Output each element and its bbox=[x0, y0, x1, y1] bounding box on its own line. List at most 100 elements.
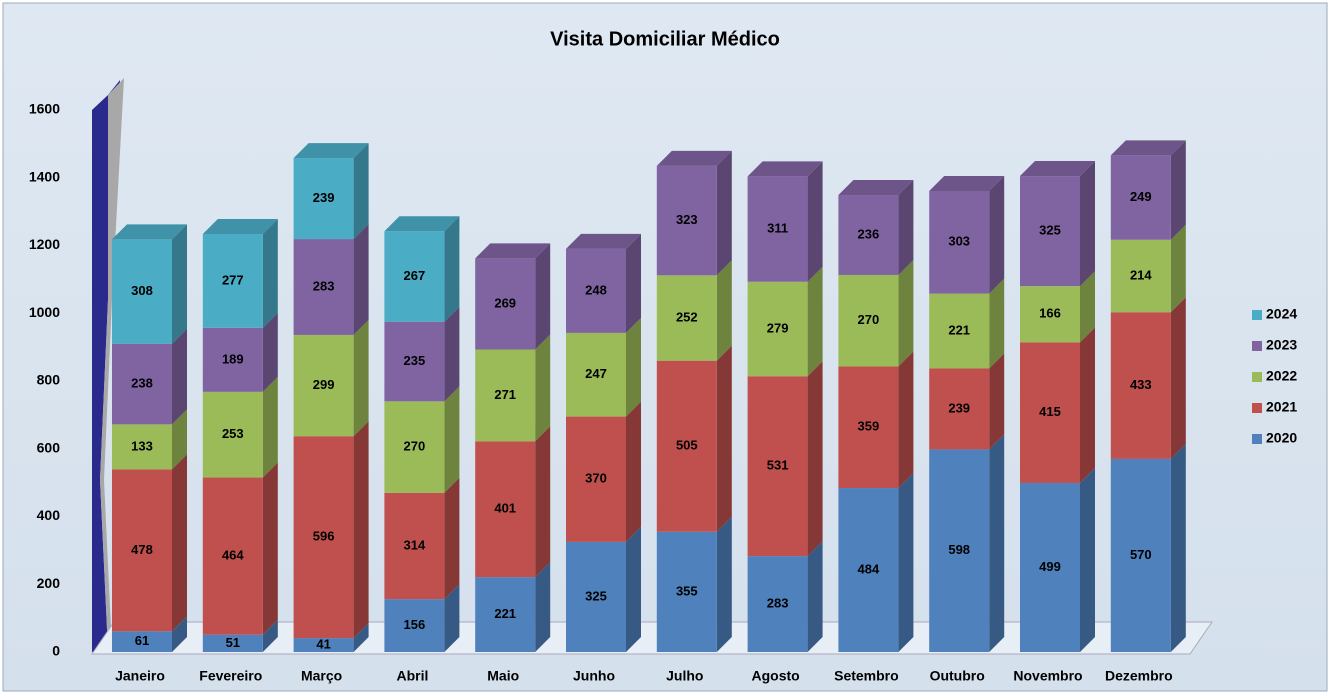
x-tick-label: Abril bbox=[396, 668, 428, 684]
value-label: 221 bbox=[494, 606, 516, 621]
bar-segment bbox=[1110, 312, 1171, 459]
bar-side bbox=[1080, 161, 1095, 287]
value-label: 248 bbox=[585, 282, 607, 297]
legend-label: 2024 bbox=[1266, 306, 1297, 322]
value-label: 235 bbox=[404, 353, 426, 368]
value-label: 283 bbox=[313, 278, 335, 293]
value-label: 499 bbox=[1039, 559, 1061, 574]
x-tick-label: Setembro bbox=[834, 668, 899, 684]
value-label: 239 bbox=[948, 400, 970, 415]
bar-side bbox=[716, 260, 732, 361]
legend-label: 2023 bbox=[1266, 337, 1297, 353]
value-label: 355 bbox=[676, 583, 698, 598]
bar-segment bbox=[293, 436, 354, 639]
bar-side bbox=[172, 409, 187, 470]
bar-segment bbox=[838, 274, 899, 367]
bar-side bbox=[535, 334, 551, 442]
y-tick-label: 0 bbox=[52, 643, 60, 659]
bar-side bbox=[444, 477, 460, 600]
bar-segment bbox=[384, 231, 445, 322]
legend-swatch bbox=[1252, 341, 1262, 351]
bar-side bbox=[444, 306, 460, 402]
bar-segment bbox=[202, 233, 263, 328]
legend-label: 2021 bbox=[1266, 399, 1297, 415]
y-tick-label: 1200 bbox=[29, 236, 60, 252]
bar-side bbox=[262, 312, 278, 392]
bar-side bbox=[807, 161, 823, 282]
bar-segment bbox=[202, 391, 263, 478]
value-label: 433 bbox=[1130, 377, 1152, 392]
legend-label: 2022 bbox=[1266, 368, 1297, 384]
y-tick-label: 1600 bbox=[29, 101, 60, 117]
value-label: 279 bbox=[767, 320, 789, 335]
bar-side bbox=[989, 353, 1005, 450]
bar-side bbox=[353, 319, 369, 437]
bar-segment bbox=[838, 366, 899, 489]
value-label: 359 bbox=[858, 419, 880, 434]
bar-side bbox=[172, 328, 187, 425]
bar-segment bbox=[384, 401, 445, 493]
bar-top bbox=[384, 216, 460, 232]
value-label: 370 bbox=[585, 471, 607, 486]
bar-segment bbox=[293, 158, 354, 240]
bar-segment bbox=[475, 577, 536, 652]
value-label: 299 bbox=[313, 377, 335, 392]
value-label: 51 bbox=[226, 635, 240, 650]
bar-segment bbox=[656, 531, 717, 652]
bar-side bbox=[1080, 271, 1095, 343]
value-label: 283 bbox=[767, 596, 789, 611]
bar-segment bbox=[929, 293, 990, 369]
value-label: 277 bbox=[222, 272, 244, 287]
value-label: 311 bbox=[767, 221, 788, 236]
bar-side bbox=[262, 218, 278, 328]
bar-segment bbox=[929, 190, 990, 294]
value-label: 236 bbox=[858, 226, 880, 241]
bar-segment bbox=[656, 275, 717, 361]
value-label: 415 bbox=[1039, 404, 1061, 419]
bar-side bbox=[444, 584, 460, 652]
y-tick-label: 400 bbox=[37, 507, 61, 523]
legend-swatch bbox=[1252, 434, 1262, 444]
y-tick-label: 200 bbox=[37, 575, 61, 591]
bar-top bbox=[112, 224, 187, 240]
value-label: 166 bbox=[1039, 306, 1061, 321]
value-label: 238 bbox=[131, 375, 153, 390]
bar-top bbox=[293, 143, 369, 159]
bar-side bbox=[626, 317, 641, 417]
value-label: 221 bbox=[948, 322, 970, 337]
bar-side bbox=[535, 562, 551, 652]
bar-segment bbox=[202, 477, 263, 635]
bar-side bbox=[353, 143, 369, 240]
bar-side bbox=[262, 462, 278, 635]
bar-side bbox=[807, 541, 823, 652]
bar-side bbox=[626, 233, 641, 333]
bar-side bbox=[262, 619, 278, 652]
bar-segment bbox=[384, 599, 445, 652]
bar-segment bbox=[112, 631, 172, 652]
bar-side bbox=[989, 278, 1005, 369]
value-label: 464 bbox=[222, 548, 244, 563]
value-label: 133 bbox=[131, 438, 153, 453]
value-label: 271 bbox=[494, 387, 516, 402]
bar-segment bbox=[929, 449, 990, 652]
bar-segment bbox=[293, 334, 354, 437]
bar-segment bbox=[566, 332, 626, 417]
bar-side bbox=[444, 216, 460, 322]
value-label: 478 bbox=[131, 542, 153, 557]
bar-segment bbox=[112, 239, 172, 344]
bar-segment bbox=[747, 176, 808, 282]
value-label: 249 bbox=[1130, 189, 1152, 204]
bar-segment bbox=[293, 638, 354, 652]
x-tick-label: Outubro bbox=[930, 668, 985, 684]
bar-side bbox=[898, 351, 914, 489]
bar-top bbox=[202, 218, 278, 234]
value-label: 325 bbox=[1039, 223, 1061, 238]
value-label: 189 bbox=[222, 351, 244, 366]
value-label: 401 bbox=[494, 501, 516, 516]
value-label: 252 bbox=[676, 309, 698, 324]
legend-swatch bbox=[1252, 310, 1262, 320]
bar-segment bbox=[1020, 482, 1080, 652]
bar-side bbox=[353, 224, 369, 335]
bar-segment bbox=[656, 165, 717, 276]
